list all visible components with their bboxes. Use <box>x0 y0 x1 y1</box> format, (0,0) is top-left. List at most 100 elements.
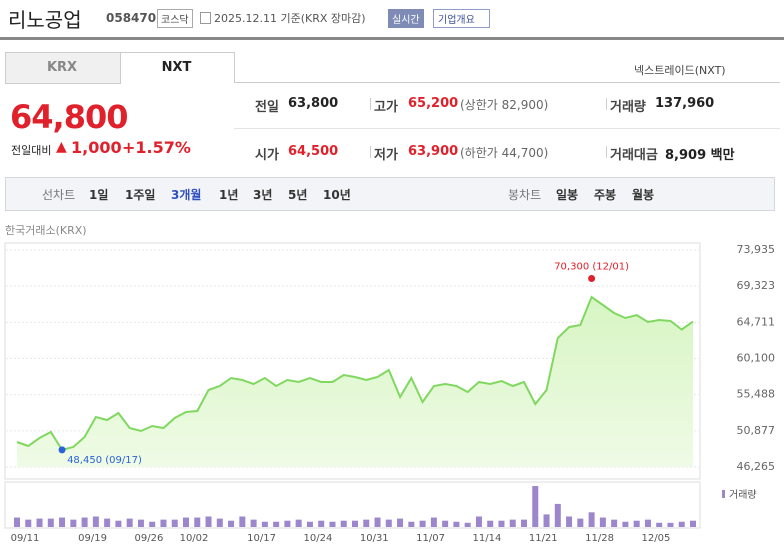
volume-bar <box>611 519 618 527</box>
x-tick-label: 09/26 <box>135 533 164 544</box>
volume-bar <box>340 520 347 527</box>
annotation-dot <box>58 446 66 454</box>
volume-bar <box>385 519 392 527</box>
period-button[interactable]: 1일 <box>89 188 109 202</box>
x-tick-label: 12/05 <box>642 533 671 544</box>
volume-bar <box>430 517 437 527</box>
period-button[interactable]: 10년 <box>323 188 351 202</box>
y-tick-label: 50,877 <box>737 424 776 437</box>
volume-bar <box>475 516 482 527</box>
volume-bar <box>667 522 674 527</box>
volume-bar <box>306 521 313 527</box>
volume-bar <box>171 519 178 527</box>
current-price: 64,800 <box>10 98 128 136</box>
volume-bar <box>104 518 111 527</box>
volume-bar <box>115 520 122 527</box>
nxt-link[interactable]: 넥스트레이드(NXT) <box>634 64 726 77</box>
x-tick-label: 09/19 <box>78 533 107 544</box>
period-button[interactable]: 1주일 <box>125 188 156 202</box>
volume-bar <box>644 519 651 527</box>
volume-bar <box>633 520 640 527</box>
volume-frame <box>4 481 701 529</box>
tab-krx[interactable] <box>5 52 121 84</box>
volume-bar <box>47 518 54 527</box>
volume-bar <box>554 503 561 527</box>
volume-bar <box>273 521 280 527</box>
volume-bar <box>690 520 696 527</box>
stock-name: 리노공업 <box>8 8 82 32</box>
volume-bar <box>194 517 201 527</box>
volume-bar <box>36 518 43 527</box>
annotation-label: 48,450 (09/17) <box>67 455 142 466</box>
candle-button[interactable]: 월봉 <box>632 188 655 202</box>
y-tick-label: 69,323 <box>737 279 776 292</box>
stat-label: 거래량 <box>610 100 646 115</box>
stat-label: 고가 <box>374 100 398 115</box>
volume-bar <box>205 516 212 527</box>
volume-bar <box>566 516 573 527</box>
x-tick-label: 10/24 <box>304 533 333 544</box>
up-arrow: ▲ <box>56 139 67 155</box>
y-tick-label: 60,100 <box>737 352 776 365</box>
candle-button[interactable]: 일봉 <box>556 188 579 202</box>
stat-value: 8,909 백만 <box>665 148 735 163</box>
volume-bar <box>532 486 539 527</box>
volume-bar <box>352 520 358 527</box>
volume-bar <box>656 522 663 527</box>
volume-legend: 거래량 <box>729 489 757 501</box>
volume-bar <box>25 519 32 527</box>
x-tick-label: 10/17 <box>247 533 276 544</box>
annotation-label: 70,300 (12/01) <box>554 262 629 273</box>
x-tick-label: 10/02 <box>180 533 209 544</box>
stat-label: 전일 <box>255 100 279 115</box>
stat-label: 저가 <box>374 148 398 163</box>
price-line <box>16 295 694 452</box>
chart-source: 한국거래소(KRX) <box>5 224 87 237</box>
volume-bar <box>329 521 336 527</box>
volume-bar <box>149 521 156 527</box>
stat-value: 137,960 <box>655 96 715 111</box>
x-tick-label: 11/28 <box>585 533 614 544</box>
stat-divider <box>606 98 607 110</box>
volume-bar <box>442 520 449 527</box>
y-tick-label: 46,265 <box>737 460 776 473</box>
period-button[interactable]: 3개월 <box>171 188 202 202</box>
volume-bar <box>14 517 20 527</box>
volume-bar <box>419 520 426 527</box>
change: 1,000 <box>71 138 122 157</box>
volume-bar <box>588 512 595 527</box>
tab-label[interactable]: NXT <box>161 60 192 75</box>
date: 2025.12.11 기준(KRX 장마감) <box>214 12 366 25</box>
volume-bar <box>284 520 291 527</box>
control-bar <box>5 177 775 211</box>
x-tick-label: 10/31 <box>360 533 389 544</box>
tab-nxt[interactable] <box>120 52 235 83</box>
stock-code: 058470 <box>106 11 157 25</box>
volume-bar <box>126 518 133 527</box>
candle-button[interactable]: 주봉 <box>594 188 617 202</box>
volume-bar <box>498 520 505 527</box>
stat-value: 64,500 <box>288 144 339 159</box>
realtime-button[interactable]: 실시간 <box>388 9 424 28</box>
stat-value: 65,200 <box>408 96 459 111</box>
period-button[interactable]: 1년 <box>219 188 239 202</box>
tab-label[interactable]: KRX <box>46 60 78 75</box>
period-button[interactable]: 5년 <box>288 188 308 202</box>
stat-value: 63,800 <box>288 96 339 111</box>
y-tick-label: 55,488 <box>737 388 776 401</box>
y-tick-label: 64,711 <box>737 315 776 328</box>
volume-legend-swatch <box>722 490 725 498</box>
volume-bar <box>374 517 381 527</box>
stat-divider <box>606 146 607 158</box>
chart: 73,935 69,323 64,711 60,100 55,488 50,877 46,2… <box>4 242 776 544</box>
plot-frame <box>4 242 701 480</box>
annotation-dot <box>588 275 596 283</box>
volume-bar <box>239 516 246 527</box>
volume-bar <box>464 522 471 527</box>
period-button[interactable]: 3년 <box>253 188 273 202</box>
area-fill <box>17 297 693 467</box>
company-button[interactable]: 기업개요 <box>433 9 490 28</box>
line-chart-label: 선차트 <box>42 188 76 202</box>
tab-rule <box>234 82 780 83</box>
header-rule <box>0 37 784 40</box>
